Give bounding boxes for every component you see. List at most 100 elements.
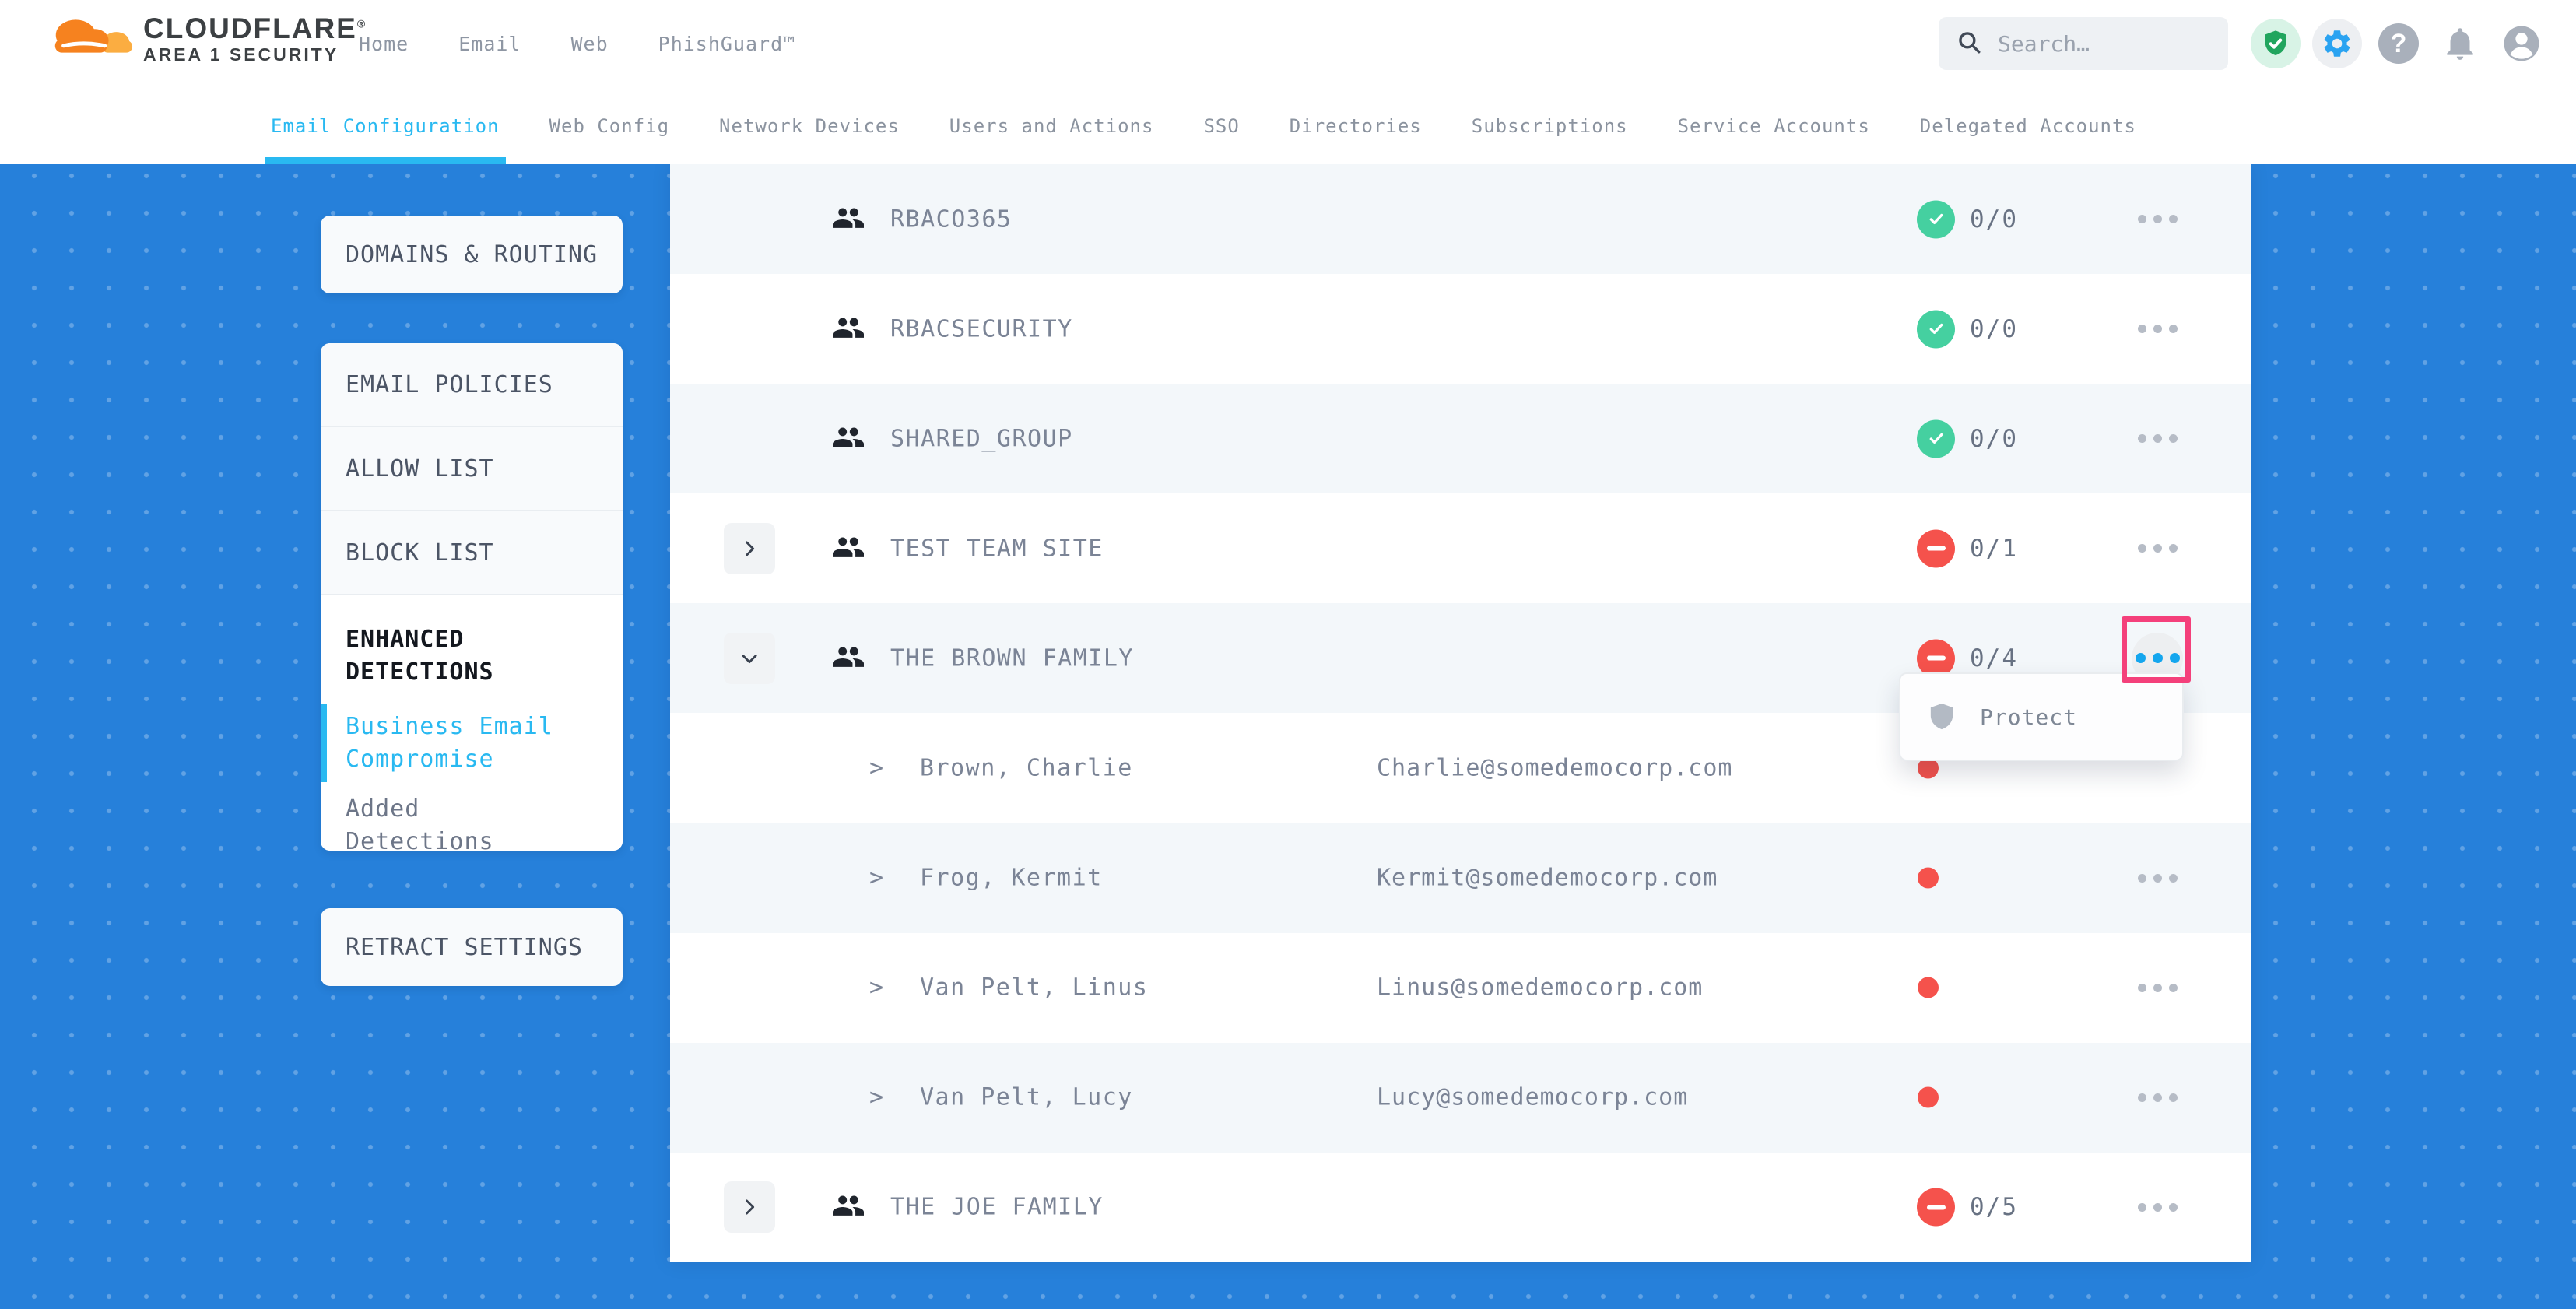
- tab-service-accounts[interactable]: Service Accounts: [1677, 114, 1870, 137]
- table-row: RBACSECURITY 0/0: [670, 274, 2251, 384]
- row-menu-button[interactable]: [2108, 845, 2206, 911]
- tab-delegated-accounts[interactable]: Delegated Accounts: [1919, 114, 2136, 137]
- account-icon[interactable]: [2497, 19, 2546, 68]
- row-menu-button[interactable]: [2108, 187, 2206, 252]
- cloudflare-logo[interactable]: CLOUDFLARE® AREA 1 SECURITY: [44, 9, 367, 70]
- status-unprotected-icon: [1917, 1188, 1955, 1227]
- menu-dot: [2137, 873, 2146, 883]
- sidebar-item-added-detections[interactable]: Added Detections: [346, 795, 494, 851]
- sidebar-item-block-list[interactable]: BLOCK LIST: [321, 511, 623, 595]
- menu-dot: [2168, 215, 2178, 224]
- search-input[interactable]: [1996, 30, 2211, 58]
- menu-dot: [2137, 544, 2146, 553]
- group-name: THE JOE FAMILY: [890, 1193, 1104, 1221]
- tab-users-and-actions[interactable]: Users and Actions: [949, 114, 1154, 137]
- menu-dot: [2137, 1202, 2146, 1212]
- help-icon[interactable]: ?: [2374, 19, 2423, 68]
- menu-dot: [2168, 1202, 2178, 1212]
- menu-dot: [2168, 983, 2178, 992]
- nav-item-phishguard[interactable]: PhishGuard™: [658, 32, 796, 55]
- header-icon-cluster: ?: [2251, 0, 2546, 87]
- table-row: TEST TEAM SITE 0/1: [670, 493, 2251, 604]
- group-name: THE BROWN FAMILY: [890, 644, 1134, 672]
- sidebar-item-email-policies[interactable]: EMAIL POLICIES: [321, 343, 623, 427]
- expand-group-button[interactable]: [724, 1181, 775, 1234]
- tab-email-configuration[interactable]: Email Configuration: [265, 87, 506, 164]
- collapse-group-button[interactable]: [724, 632, 775, 684]
- group-name: TEST TEAM SITE: [890, 535, 1104, 563]
- menu-dot: [2168, 1093, 2178, 1102]
- sidebar-item-allow-list[interactable]: ALLOW LIST: [321, 427, 623, 511]
- bell-icon[interactable]: [2435, 19, 2485, 68]
- table-row: > Van Pelt, Lucy Lucy@somedemocorp.com: [670, 1042, 2251, 1153]
- table-row: > Van Pelt, Linus Linus@somedemocorp.com: [670, 932, 2251, 1043]
- sidebar-item-label: RETRACT SETTINGS: [346, 933, 583, 961]
- table-row: THE JOE FAMILY 0/5: [670, 1152, 2251, 1262]
- menu-dot: [2168, 544, 2178, 553]
- status-protected-icon: [1917, 200, 1955, 239]
- tab-network-devices[interactable]: Network Devices: [719, 114, 900, 137]
- shield-icon: [1928, 702, 1955, 732]
- menu-dot: [2153, 983, 2162, 992]
- sidebar-item-enhanced-detections[interactable]: ENHANCED DETECTIONS: [346, 626, 494, 686]
- search-box[interactable]: [1939, 17, 2228, 70]
- protection-count: 0/0: [1970, 314, 2018, 343]
- status-protected-icon: [1917, 419, 1955, 458]
- group-icon: [830, 532, 868, 566]
- brand-name: CLOUDFLARE®: [143, 12, 367, 44]
- tab-subscriptions[interactable]: Subscriptions: [1471, 114, 1628, 137]
- protect-menu-item-label: Protect: [1980, 704, 2078, 730]
- group-name: SHARED_GROUP: [890, 425, 1073, 453]
- menu-dot: [2168, 325, 2178, 334]
- nav-item-home[interactable]: Home: [359, 32, 409, 55]
- secondary-nav: Email Configuration Web Config Network Dev…: [0, 87, 2576, 164]
- menu-dot: [2137, 983, 2146, 992]
- row-menu-button[interactable]: [2108, 406, 2206, 472]
- member-email: Lucy@somedemocorp.com: [1377, 1083, 1689, 1111]
- protection-count: 0/0: [1970, 424, 2018, 453]
- row-menu-button[interactable]: [2108, 516, 2206, 581]
- member-email: Kermit@somedemocorp.com: [1377, 864, 1718, 892]
- sidebar-card-retract-settings[interactable]: RETRACT SETTINGS: [321, 908, 623, 986]
- row-menu-button[interactable]: [2108, 1065, 2206, 1130]
- logo-text: CLOUDFLARE® AREA 1 SECURITY: [143, 12, 367, 66]
- group-icon: [830, 641, 868, 676]
- sidebar-item-label: DOMAINS & ROUTING: [346, 240, 598, 268]
- sidebar-item-business-email-compromise[interactable]: Business Email Compromise: [321, 704, 571, 782]
- brand-subtitle: AREA 1 SECURITY: [143, 44, 339, 65]
- table-row: RBACO365 0/0: [670, 164, 2251, 275]
- protection-count: 0/0: [1970, 205, 2018, 233]
- menu-dot: [2153, 544, 2162, 553]
- tab-sso[interactable]: SSO: [1203, 114, 1240, 137]
- sidebar-card-email-policies: EMAIL POLICIES ALLOW LIST BLOCK LIST ENHAN…: [321, 343, 623, 851]
- sidebar-card-domains-routing[interactable]: DOMAINS & ROUTING: [321, 216, 623, 293]
- search-icon: [1956, 29, 1982, 58]
- protect-context-menu[interactable]: Protect: [1899, 672, 2184, 761]
- menu-dot: [2153, 873, 2162, 883]
- shield-check-icon[interactable]: [2251, 19, 2301, 68]
- registered-mark: ®: [356, 17, 367, 30]
- menu-dot: [2137, 325, 2146, 334]
- member-caret: >: [869, 974, 884, 1002]
- row-menu-button[interactable]: [2108, 1174, 2206, 1240]
- group-name: RBACSECURITY: [890, 315, 1073, 343]
- tab-web-config[interactable]: Web Config: [549, 114, 670, 137]
- nav-item-web[interactable]: Web: [570, 32, 609, 55]
- member-name: Frog, Kermit: [920, 864, 1103, 892]
- group-icon: [830, 1190, 868, 1224]
- enhanced-items: Business Email Compromise Added Detection…: [321, 704, 598, 851]
- question-glyph: ?: [2378, 23, 2419, 64]
- nav-item-email[interactable]: Email: [458, 32, 521, 55]
- member-name: Van Pelt, Linus: [920, 974, 1149, 1002]
- cloudflare-cloud-icon: [44, 9, 135, 70]
- menu-dot: [2137, 215, 2146, 224]
- menu-dot: [2152, 653, 2163, 664]
- member-caret: >: [869, 1083, 884, 1111]
- group-icon: [830, 202, 868, 237]
- row-menu-button[interactable]: [2108, 955, 2206, 1020]
- expand-group-button[interactable]: [724, 522, 775, 574]
- row-menu-button[interactable]: [2108, 297, 2206, 362]
- tab-directories[interactable]: Directories: [1289, 114, 1422, 137]
- menu-dot: [2135, 653, 2146, 664]
- settings-gear-icon[interactable]: [2312, 19, 2362, 68]
